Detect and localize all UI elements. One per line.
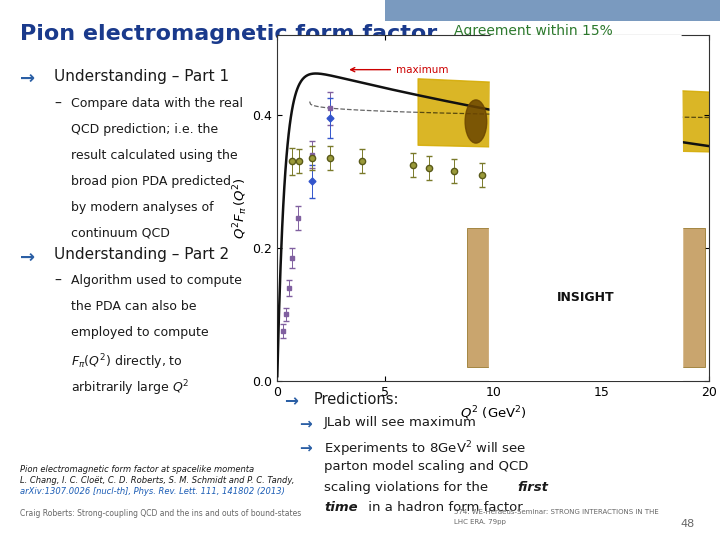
FancyBboxPatch shape (467, 228, 705, 367)
Text: Understanding – Part 1: Understanding – Part 1 (54, 69, 229, 84)
Text: –: – (54, 274, 61, 288)
Text: broad pion PDA predicted: broad pion PDA predicted (71, 175, 230, 188)
Y-axis label: $Q^2 F_\pi\,(Q^2)$: $Q^2 F_\pi\,(Q^2)$ (231, 177, 250, 239)
Text: arXiv:1307.0026 [nucl-th], Phys. Rev. Lett. 111, 141802 (2013): arXiv:1307.0026 [nucl-th], Phys. Rev. Le… (20, 487, 285, 496)
Text: Understanding – Part 2: Understanding – Part 2 (54, 247, 229, 262)
Text: 48: 48 (680, 519, 695, 530)
Text: arbitrarily large $Q^2$: arbitrarily large $Q^2$ (71, 378, 189, 397)
Text: Experiments to 8GeV$^2$ will see: Experiments to 8GeV$^2$ will see (324, 440, 526, 459)
Text: QCD prediction; i.e. the: QCD prediction; i.e. the (71, 123, 217, 136)
X-axis label: $Q^2\ (\mathrm{GeV}^2)$: $Q^2\ (\mathrm{GeV}^2)$ (460, 404, 526, 422)
Text: result calculated using the: result calculated using the (71, 149, 237, 162)
Text: first: first (517, 481, 548, 494)
Text: scaling violations for the: scaling violations for the (324, 481, 492, 494)
Text: →: → (299, 417, 312, 432)
Text: Predictions:: Predictions: (313, 392, 399, 407)
Text: Pion electromagnetic form factor at spacelike momenta: Pion electromagnetic form factor at spac… (20, 465, 254, 475)
Text: →: → (299, 440, 312, 455)
Text: –: – (54, 97, 61, 111)
Text: Craig Roberts: Strong-coupling QCD and the ins and outs of bound-states: Craig Roberts: Strong-coupling QCD and t… (20, 509, 302, 518)
Text: →: → (20, 70, 35, 88)
Text: time: time (324, 501, 358, 514)
Text: Agreement within 15%: Agreement within 15% (454, 24, 612, 38)
Text: LHC ERA. 79pp: LHC ERA. 79pp (454, 519, 505, 525)
Ellipse shape (465, 100, 487, 143)
Text: JLab will see maximum: JLab will see maximum (324, 416, 477, 429)
Text: in a hadron form factor: in a hadron form factor (364, 501, 523, 514)
Text: parton model scaling and QCD: parton model scaling and QCD (324, 460, 528, 473)
Text: INSIGHT: INSIGHT (557, 291, 615, 304)
Text: continuum QCD: continuum QCD (71, 227, 169, 240)
Text: Algorithm used to compute: Algorithm used to compute (71, 274, 241, 287)
Text: maximum: maximum (351, 65, 449, 75)
Text: L. Chang, I. C. Cloët, C. D. Roberts, S. M. Schmidt and P. C. Tandy,: L. Chang, I. C. Cloët, C. D. Roberts, S.… (20, 476, 294, 485)
Text: Pion electromagnetic form factor: Pion electromagnetic form factor (20, 24, 438, 44)
Text: employed to compute: employed to compute (71, 326, 208, 339)
Text: →: → (20, 248, 35, 266)
FancyBboxPatch shape (489, 0, 683, 540)
Text: the PDA can also be: the PDA can also be (71, 300, 196, 313)
Text: Real QCD prediction – obtained
with realistic, computed PDA: Real QCD prediction – obtained with real… (489, 185, 631, 204)
Text: $F_\pi(Q^2)$ directly, to: $F_\pi(Q^2)$ directly, to (71, 352, 182, 372)
Text: by modern analyses of: by modern analyses of (71, 201, 213, 214)
Text: →: → (284, 393, 298, 410)
Text: 574. WE-Heraeus-Seminar: STRONG INTERACTIONS IN THE: 574. WE-Heraeus-Seminar: STRONG INTERACT… (454, 509, 658, 515)
Text: Compare data with the real: Compare data with the real (71, 97, 243, 110)
